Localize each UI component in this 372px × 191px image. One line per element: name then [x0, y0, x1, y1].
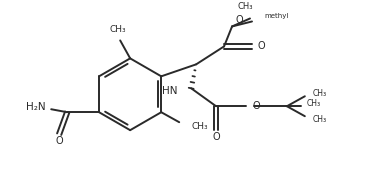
Text: H₂N: H₂N	[26, 102, 45, 112]
Text: CH₃: CH₃	[191, 122, 208, 131]
Text: CH₃: CH₃	[237, 2, 253, 11]
Text: CH₃: CH₃	[110, 25, 126, 34]
Text: O: O	[212, 132, 220, 142]
Text: methyl: methyl	[264, 14, 288, 19]
Text: CH₃: CH₃	[313, 115, 327, 124]
Text: HN: HN	[162, 86, 177, 96]
Text: O: O	[253, 101, 261, 111]
Text: CH₃: CH₃	[313, 89, 327, 98]
Text: O: O	[55, 136, 63, 146]
Text: CH₃: CH₃	[307, 99, 321, 108]
Text: O: O	[258, 41, 266, 51]
Text: O: O	[235, 15, 243, 25]
